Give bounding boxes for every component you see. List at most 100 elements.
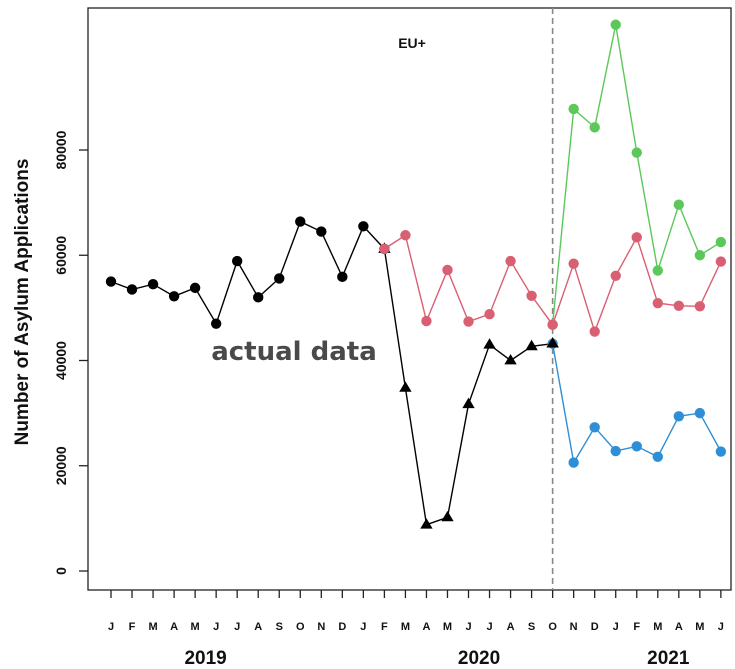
series-0-point bbox=[168, 291, 180, 302]
y-tick-label: 60000 bbox=[53, 236, 69, 275]
y-tick-label: 0 bbox=[53, 567, 69, 575]
y-tick-label: 20000 bbox=[53, 446, 69, 485]
series-0-point bbox=[147, 278, 159, 290]
series-2-point bbox=[652, 297, 663, 309]
series-0-point bbox=[253, 292, 264, 303]
series-0-point bbox=[316, 226, 327, 237]
series-0-point bbox=[295, 216, 306, 227]
x-tick-label: M bbox=[443, 621, 452, 633]
series-0-point bbox=[105, 276, 117, 287]
x-tick-label: M bbox=[191, 621, 200, 633]
x-tick-label: N bbox=[317, 621, 325, 633]
x-tick-label: J bbox=[613, 621, 619, 633]
series-0-point bbox=[189, 282, 201, 294]
x-tick-label: S bbox=[528, 621, 535, 633]
x-tick-label: O bbox=[548, 621, 557, 633]
series-2-point bbox=[610, 270, 621, 281]
series-0-point bbox=[358, 221, 369, 232]
x-tick-label: J bbox=[234, 621, 240, 633]
series-3-point bbox=[715, 236, 727, 248]
x-tick-label: J bbox=[486, 621, 492, 633]
x-tick-label: S bbox=[276, 621, 283, 633]
x-tick-label: J bbox=[465, 621, 471, 633]
series-4-point bbox=[610, 445, 621, 457]
year-label-2020: 2020 bbox=[458, 648, 500, 669]
series-2-point bbox=[631, 232, 642, 243]
series-0-point bbox=[337, 271, 348, 283]
year-label-2021: 2021 bbox=[647, 648, 690, 669]
series-3-point bbox=[652, 265, 663, 276]
series-1-point bbox=[483, 338, 496, 349]
series-1-line bbox=[383, 248, 553, 526]
x-tick-label: D bbox=[338, 621, 346, 633]
series-2-point bbox=[526, 290, 537, 301]
x-tick-label: M bbox=[653, 621, 662, 633]
x-tick-label: M bbox=[148, 621, 157, 633]
series-4-point bbox=[694, 407, 706, 419]
x-tick-label: F bbox=[381, 621, 388, 633]
y-tick-label: 80000 bbox=[53, 130, 69, 169]
series-2-point bbox=[484, 308, 495, 320]
x-tick-label: J bbox=[718, 621, 724, 633]
plot-frame bbox=[87, 7, 732, 591]
x-tick-label: A bbox=[170, 621, 178, 633]
x-tick-label: J bbox=[360, 621, 366, 633]
x-tick-label: D bbox=[591, 621, 599, 633]
series-0-point bbox=[210, 318, 222, 329]
series-1-point bbox=[441, 510, 454, 522]
series-1-point bbox=[462, 397, 475, 409]
actual-data-annotation: actual data bbox=[211, 337, 377, 367]
series-4-point bbox=[715, 446, 727, 457]
series-1-point bbox=[504, 354, 517, 365]
junction-point bbox=[546, 337, 559, 348]
series-2-point bbox=[694, 301, 706, 312]
x-tick-label: A bbox=[507, 621, 515, 633]
series-3-line bbox=[551, 24, 722, 325]
series-0-point bbox=[274, 273, 285, 284]
x-tick-label: N bbox=[570, 621, 578, 633]
series-0-point bbox=[231, 255, 243, 267]
series-2-point bbox=[589, 326, 600, 337]
series-3-point bbox=[589, 122, 600, 133]
series-3-point bbox=[610, 19, 621, 30]
x-tick-label: M bbox=[695, 621, 704, 633]
series-2-point bbox=[379, 243, 390, 255]
x-tick-label: F bbox=[129, 621, 136, 633]
year-label-2019: 2019 bbox=[184, 648, 226, 669]
series-2-point bbox=[568, 258, 579, 269]
series-1-point bbox=[525, 339, 538, 351]
series-4-point bbox=[652, 451, 663, 463]
y-axis-label: Number of Asylum Applications bbox=[12, 159, 33, 446]
series-1-point bbox=[420, 518, 433, 529]
junction-point bbox=[547, 319, 558, 330]
x-tick-label: M bbox=[401, 621, 410, 633]
chart-title: EU+ bbox=[398, 35, 426, 51]
series-2-point bbox=[421, 315, 432, 327]
series-2-point bbox=[442, 264, 453, 276]
series-4-point bbox=[631, 441, 642, 452]
series-3-point bbox=[631, 147, 642, 158]
x-tick-label: A bbox=[422, 621, 430, 633]
series-4-point bbox=[673, 411, 685, 422]
series-4-point bbox=[568, 457, 579, 468]
series-3-point bbox=[694, 250, 706, 261]
series-2-point bbox=[400, 230, 411, 241]
x-tick-label: J bbox=[108, 621, 114, 633]
x-tick-label: F bbox=[633, 621, 640, 633]
series-3-point bbox=[568, 103, 579, 115]
series-2-point bbox=[463, 316, 474, 327]
x-tick-label: O bbox=[296, 621, 305, 633]
x-tick-label: A bbox=[675, 621, 683, 633]
series-2-point bbox=[505, 255, 516, 267]
series-2-point bbox=[715, 256, 727, 267]
x-tick-label: A bbox=[254, 621, 262, 633]
series-2-point bbox=[673, 300, 685, 311]
y-tick-label: 40000 bbox=[53, 341, 69, 380]
series-0-point bbox=[126, 284, 138, 295]
series-3-point bbox=[673, 199, 685, 210]
series-4-point bbox=[589, 422, 600, 433]
series-1-point bbox=[399, 381, 412, 392]
x-tick-label: J bbox=[213, 621, 219, 633]
